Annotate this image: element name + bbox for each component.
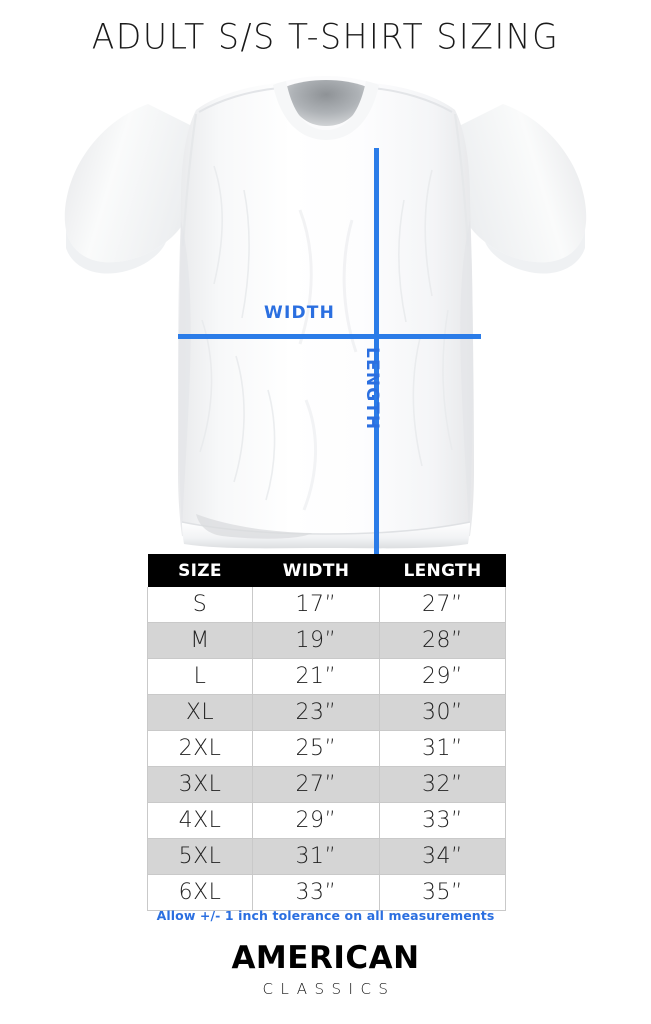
table-row: M 19” 28”: [147, 622, 506, 659]
table-row: S 17” 27”: [147, 587, 506, 623]
brand-logo: AMERICAN CLASSICS: [0, 940, 651, 999]
tshirt-illustration-icon: [64, 76, 587, 549]
cell-size: 4XL: [147, 802, 253, 839]
column-header-size: SIZE: [147, 554, 253, 587]
cell-width: 31”: [252, 838, 380, 875]
table-row: 3XL 27” 32”: [147, 766, 506, 803]
brand-name-primary: AMERICAN: [231, 940, 420, 976]
cell-width: 23”: [252, 694, 380, 731]
length-measure-line: [374, 148, 379, 607]
table-body: S 17” 27” M 19” 28” L 21” 29” XL 23” 30”…: [147, 587, 506, 911]
cell-size: L: [147, 658, 253, 695]
cell-length: 27”: [379, 587, 506, 623]
cell-width: 29”: [252, 802, 380, 839]
table-header: SIZE WIDTH LENGTH: [147, 554, 506, 587]
table-header-row: SIZE WIDTH LENGTH: [147, 554, 506, 587]
cell-length: 30”: [379, 694, 506, 731]
page-header: ADULT S/S T-SHIRT SIZING: [0, 0, 651, 72]
width-measure-label: WIDTH: [264, 303, 336, 323]
cell-size: 3XL: [147, 766, 253, 803]
table-row: 4XL 29” 33”: [147, 802, 506, 839]
cell-width: 33”: [252, 874, 380, 911]
table-row: 5XL 31” 34”: [147, 838, 506, 875]
cell-size: XL: [147, 694, 253, 731]
column-header-length: LENGTH: [379, 554, 506, 587]
cell-length: 34”: [379, 838, 506, 875]
table-row: 2XL 25” 31”: [147, 730, 506, 767]
cell-size: 2XL: [147, 730, 253, 767]
cell-length: 29”: [379, 658, 506, 695]
cell-length: 31”: [379, 730, 506, 767]
table-row: L 21” 29”: [147, 658, 506, 695]
cell-width: 27”: [252, 766, 380, 803]
page-title: ADULT S/S T-SHIRT SIZING: [91, 15, 560, 57]
tshirt-diagram: WIDTH LENGTH: [0, 70, 651, 607]
cell-width: 21”: [252, 658, 380, 695]
size-chart-table: SIZE WIDTH LENGTH S 17” 27” M 19” 28” L …: [147, 554, 506, 911]
cell-length: 35”: [379, 874, 506, 911]
cell-width: 19”: [252, 622, 380, 659]
cell-length: 33”: [379, 802, 506, 839]
table-row: XL 23” 30”: [147, 694, 506, 731]
tolerance-note: Allow +/- 1 inch tolerance on all measur…: [156, 908, 495, 923]
length-measure-label: LENGTH: [362, 347, 382, 431]
cell-size: 6XL: [147, 874, 253, 911]
column-header-width: WIDTH: [252, 554, 380, 587]
cell-size: 5XL: [147, 838, 253, 875]
size-chart-table-container: SIZE WIDTH LENGTH S 17” 27” M 19” 28” L …: [147, 554, 506, 911]
brand-name-secondary: CLASSICS: [262, 980, 396, 998]
cell-length: 32”: [379, 766, 506, 803]
width-measure-line: [178, 334, 481, 339]
cell-length: 28”: [379, 622, 506, 659]
cell-size: M: [147, 622, 253, 659]
cell-size: S: [147, 587, 253, 623]
cell-width: 17”: [252, 587, 380, 623]
cell-width: 25”: [252, 730, 380, 767]
table-row: 6XL 33” 35”: [147, 874, 506, 911]
